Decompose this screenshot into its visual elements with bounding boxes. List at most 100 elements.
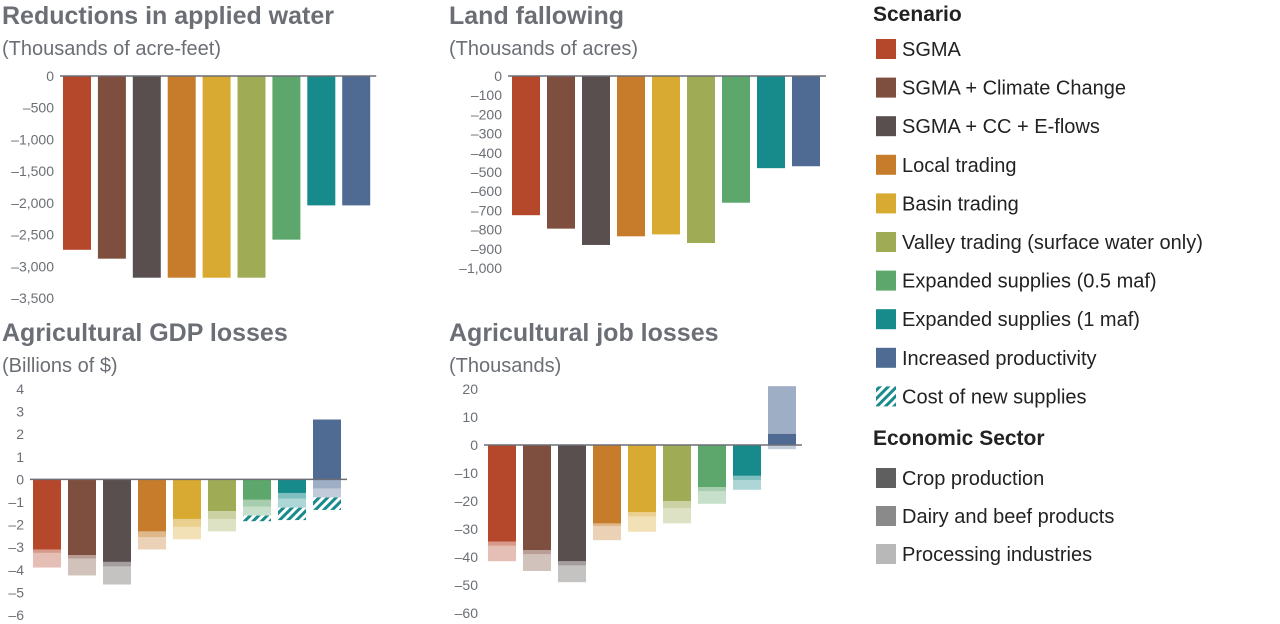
chart-4-bar-segment [523,445,551,550]
chart-1-ytick-label: –3,000 [11,258,54,274]
chart-3-ytick-label: –5 [8,584,24,600]
chart-3-bar-segment [278,492,306,499]
chart-4-ytick-label: –30 [455,521,479,537]
chart-3-ytick-label: –4 [8,562,24,578]
chart-2-title: Land fallowing [449,2,624,30]
chart-1-ytick-label: –2,000 [11,195,54,211]
chart-4-bar-segment [558,445,586,562]
chart-2-bar [582,76,610,245]
chart-3-bar-segment [103,561,131,567]
chart-1-title: Reductions in applied water [2,2,334,30]
chart-2-bar [617,76,645,237]
chart-4-bar-segment [663,508,691,524]
legend-swatch [876,468,896,488]
chart-1-bar [97,76,126,259]
chart-3-ytick-label: 4 [16,381,24,397]
chart-3-bar-segment [33,479,61,550]
chart-4-bar-segment [488,545,516,562]
legend-label: Local trading [902,155,1017,177]
chart-4-ytick-label: 20 [462,381,478,397]
legend-label: Cost of new supplies [902,386,1087,408]
chart-2-plot: 0 –100 –200 –300 –400 –500 –600 –700 –800 –900 –1,… [459,68,826,276]
chart-4-bar-segment [488,445,516,542]
chart-4-bar-segment [558,565,586,583]
chart-2-ytick-label: –200 [471,106,502,122]
chart-2-bar [547,76,575,229]
chart-4-ytick-label: –50 [455,577,479,593]
chart-3-bar-segment [103,479,131,562]
chart-3-bar-segment [33,552,61,568]
chart-3-bar-segment [173,518,201,527]
chart-3-title: Agricultural GDP losses [2,319,288,347]
chart-4-bar-segment [628,512,656,517]
chart-4-ytick-label: –60 [455,605,479,621]
legend-label: Valley trading (surface water only) [902,232,1203,254]
chart-3-bar-segment [173,526,201,540]
chart-3-bar-segment [138,479,166,532]
legend-label: Expanded supplies (1 maf) [902,309,1140,331]
chart-4-bar-segment [733,480,761,490]
chart-3-ytick-label: 2 [16,426,24,442]
chart-3-bar-segment [313,479,341,489]
chart-1-bar [307,76,336,206]
legend-swatch [876,270,896,291]
legend-swatch [876,193,896,214]
legend-label: SGMA + Climate Change [902,78,1126,100]
chart-4-bar-segment [733,475,761,480]
chart-3-bar-segment [173,479,201,519]
chart-1-bar [202,76,231,278]
chart-3-bar-segment [243,499,271,507]
chart-1-bar [272,76,301,240]
chart-3-bar-segment [278,498,306,508]
chart-3-ytick-label: –2 [8,517,24,533]
chart-3-bar-segment [313,419,341,480]
chart-2-bar [792,76,820,167]
legend-label: Expanded supplies (0.5 maf) [902,271,1157,293]
legend-swatch [876,232,896,252]
chart-3-bar-segment [208,518,236,532]
chart-3-bar-segment [68,558,96,576]
chart-3-ytick-label: –3 [8,539,24,555]
legend: Scenario SGMA SGMA + Climate Change SGMA +… [873,3,1203,566]
legend-swatch [876,77,896,98]
chart-4-bar-segment [523,550,551,555]
legend-label: Dairy and beef products [902,506,1114,528]
chart-2-ytick-label: 0 [494,68,502,84]
chart-2-subtitle: (Thousands of acres) [449,38,638,60]
legend-sector-title: Economic Sector [873,427,1045,450]
chart-1-subtitle: (Thousands of acre-feet) [2,38,221,60]
legend-swatch [876,116,896,137]
chart-2-ytick-label: –800 [471,222,502,238]
chart-3-bar-segment [243,515,271,522]
legend-swatch [876,506,896,526]
chart-4-bar-segment [628,445,656,513]
chart-4-bar-segment [698,445,726,487]
chart-2-bar [722,76,750,203]
chart-1-bar [237,76,266,278]
chart-2-ytick-label: –1,000 [459,260,502,276]
legend-swatch [876,544,896,564]
legend-label: Increased productivity [902,348,1097,370]
legend-scenario-title: Scenario [873,3,962,26]
chart-4-ytick-label: –20 [455,493,479,509]
chart-3-bar-segment [313,497,341,510]
chart-2-ytick-label: –600 [471,183,502,199]
chart-1-ytick-label: –3,500 [11,290,54,306]
chart-4-bar-segment [593,526,621,541]
chart-4-bar-segment [768,445,796,450]
chart-2-bar [757,76,785,169]
chart-4-bar-segment [558,561,586,566]
chart-2-ytick-label: –900 [471,241,502,257]
chart-3-ytick-label: –1 [8,494,24,510]
legend-label: Processing industries [902,544,1092,566]
chart-1-ytick-label: –500 [23,100,54,116]
chart-3-bar-segment [243,506,271,516]
chart-1-bar [342,76,371,206]
chart-1-bar [63,76,91,250]
chart-3-bar-segment [208,511,236,519]
chart-4-bar-segment [698,491,726,504]
legend-swatch [876,154,896,175]
chart-3-plot: 4 3 2 1 0 –1 –2 –3 –4 –5 –6 [8,381,347,623]
legend-sector-items: Crop production Dairy and beef products Pr… [876,468,1114,566]
